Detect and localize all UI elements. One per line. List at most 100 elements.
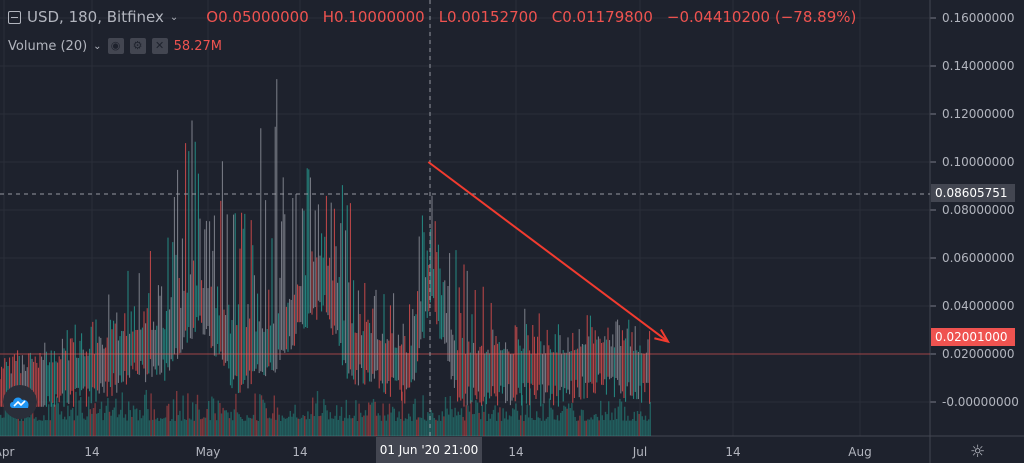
volume-bar [115,398,117,436]
volume-bar [75,391,77,436]
volume-bar [60,411,63,436]
volume-bar [284,418,287,436]
volume-bar [240,417,242,436]
volume-bar [294,404,296,436]
volume-bar [612,419,615,436]
settings-icon[interactable]: ☼ [970,442,986,462]
volume-bar [332,418,335,436]
volume-bar [313,416,315,436]
eye-icon[interactable]: ◉ [107,38,124,54]
volume-bar [344,417,346,436]
volume-bar [328,419,330,436]
volume-bar [272,413,274,436]
volume-bar [350,418,352,436]
volume-bar [400,418,402,436]
volume-bar [492,409,495,436]
volume-bar [360,412,362,436]
chevron-down-icon[interactable]: ⌄ [93,40,102,52]
close-icon[interactable]: ✕ [151,38,168,54]
volume-bar [337,419,339,436]
volume-bar [113,407,115,436]
x-tick-label: 14 [725,445,741,459]
volume-bar [632,419,634,436]
volume-bar [456,415,458,436]
volume-bar [644,415,647,436]
collapse-icon[interactable] [8,10,21,24]
volume-bar [460,408,463,436]
close-value: C0.01179800 [551,8,653,26]
volume-bar [470,400,472,436]
volume-value: 58.27M [173,38,222,54]
volume-bar [100,401,103,436]
symbol-title[interactable]: USD, 180, Bitfinex [27,8,164,26]
volume-bar [168,403,170,436]
volume-bar [268,417,271,436]
volume-bar [558,420,560,436]
volume-bar [504,418,506,436]
volume-bar [124,414,127,436]
volume-bar [224,410,226,436]
volume-bar [422,395,424,436]
volume-bar [262,399,264,436]
volume-bar [193,420,195,436]
volume-bar [80,397,82,436]
gear-icon[interactable]: ⚙ [129,38,146,54]
volume-bar [276,407,279,436]
volume-bar [486,420,488,436]
volume-bar [440,420,442,436]
volume-bar [48,404,50,436]
volume-bar [374,401,376,436]
volume-bar [524,414,527,436]
volume-bar [131,416,133,436]
volume-bar [636,410,639,436]
volume-bar [73,420,75,436]
y-tick-label: 0.08000000 [942,203,1015,217]
volume-bar [401,391,403,436]
volume-bar [305,419,307,436]
volume-bar [187,393,189,436]
volume-bar [4,409,7,436]
volume-bar [596,416,599,436]
volume-bar [371,402,373,436]
volume-bar [587,419,589,436]
volume-bar [500,420,503,436]
volume-bar [638,413,640,436]
volume-bar [104,412,106,436]
volume-bar [635,420,637,436]
volume-bar [366,415,368,436]
volume-bar [259,394,261,436]
volume-bar [270,418,272,436]
volume-bar [35,417,37,436]
volume-bar [91,413,93,436]
volume-bar [153,409,155,436]
volume-bar [352,418,354,436]
volume-label[interactable]: Volume (20) [8,38,88,54]
volume-bar [267,418,269,436]
volume-bar [569,408,571,436]
volume-bar [62,419,64,436]
chevron-down-icon[interactable]: ⌄ [169,11,179,23]
volume-bar [251,418,253,436]
volume-bar [161,418,163,436]
volume-bar [592,419,594,436]
x-tick-label: 14 [84,445,100,459]
tradingview-logo[interactable] [3,385,37,419]
volume-bar [438,415,440,436]
volume-bar [28,417,31,436]
volume-bar [208,401,210,436]
volume-bar [123,417,125,436]
volume-bar [526,404,528,436]
volume-bar [216,420,218,436]
volume-bar [158,420,160,436]
volume-bar [156,417,159,436]
volume-bar [236,412,239,436]
y-tick-label: 0.16000000 [942,11,1015,25]
volume-bar [264,402,266,436]
volume-bar [380,420,383,436]
volume-bar [392,406,394,436]
volume-bar [622,420,624,436]
volume-bar [185,419,187,436]
volume-bar [510,416,512,436]
volume-bar [275,419,277,436]
